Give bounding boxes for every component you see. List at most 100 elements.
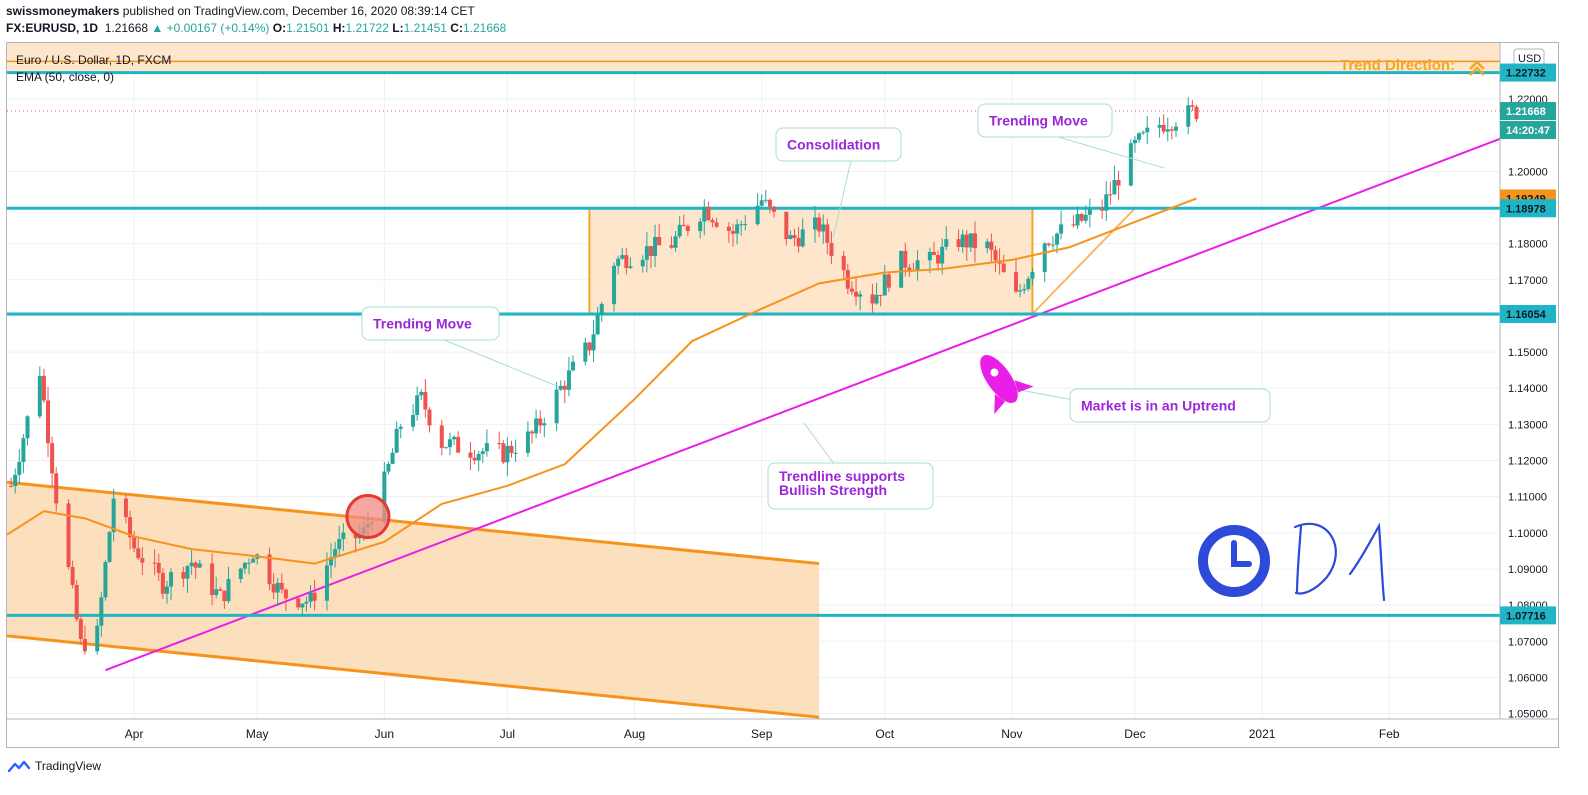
candle [1075,206,1080,230]
candle-body [1104,194,1109,211]
candle-body [140,558,145,563]
candle-body [698,221,703,232]
candle-body [419,391,424,396]
annotation-trending-move-1-text: Trending Move [373,316,472,332]
annotation-trending-move-1-box [361,306,500,341]
clock-ring [1198,525,1270,597]
ema-line [7,197,1197,565]
candle-body [480,451,485,454]
candle-body [825,224,830,243]
candle-body [156,562,161,573]
candle-body [927,251,932,261]
candle [136,537,141,561]
candle [595,306,600,336]
price-axis[interactable]: 1.050001.060001.070001.080001.090001.100… [1499,43,1558,747]
candle-body [993,250,998,261]
candle [730,223,735,247]
candle [1165,117,1170,142]
price-tag-label: 14:20:47 [1506,125,1550,137]
candle-body [1173,126,1178,131]
candle-body [792,235,797,239]
candle-body [591,334,596,351]
candle [800,218,805,248]
candle [648,246,653,269]
candle [13,468,18,494]
candle-body [152,562,157,564]
y-tick-label: 1.05000 [1508,709,1548,721]
candle-body [21,438,26,462]
candle [1030,268,1035,286]
candle [874,282,879,305]
candle [337,525,342,557]
annotation-uptrend: Market is in an Uptrend [1014,388,1271,423]
candle-body [1186,105,1191,127]
candle [657,223,662,246]
published-text: published on TradingView.com, December 1… [119,4,475,18]
candle [821,214,826,244]
candle-body [702,206,707,222]
x-tick-label: 2021 [1249,727,1276,741]
candle [681,214,686,227]
candle [1169,126,1174,140]
trend-direction-label: Trend Direction: [1340,57,1455,74]
handwritten-d1 [1293,522,1386,602]
candle [796,226,801,253]
candle-body [735,224,740,234]
candle-body [972,233,977,249]
author-name[interactable]: swissmoneymakers [6,4,120,18]
candle-body [854,291,859,297]
candle [993,245,998,273]
candle-body [624,255,629,268]
candle [505,437,510,477]
candle [571,355,576,372]
candle [132,530,137,553]
annotation-uptrend-box [1069,388,1271,423]
candle [394,421,399,454]
candle-body [1194,106,1199,120]
candle-body [739,224,744,226]
candle [739,220,744,236]
candle [1104,181,1109,222]
candle [931,241,936,256]
chart-frame[interactable]: Trending Move Consolidation Trending Move M… [6,42,1559,748]
candlestick-series [9,97,1199,655]
price-tag-label: 1.07716 [1506,610,1546,622]
price-chart[interactable]: Trending Move Consolidation Trending Move M… [7,43,1558,747]
price-tag-countdown: 14:20:47 [1500,121,1556,140]
candle [882,264,887,296]
publish-info: swissmoneymakers published on TradingVie… [6,4,475,18]
candle-body [1145,127,1150,133]
candle-body [669,245,674,248]
price-tag-bg [1500,63,1556,82]
price-tag-bg [1500,606,1556,625]
candle [899,250,904,288]
x-tick-label: Sep [751,727,773,741]
symbol-label[interactable]: FX:EURUSD, 1D [6,21,99,35]
candle-body [796,238,801,247]
candle-body [1190,105,1195,107]
time-axis[interactable]: Apr May Jun Jul Aug Sep Oct Nov Dec 2021 Feb [7,718,1558,741]
candle [1186,97,1191,135]
candle-body [956,239,961,248]
candle-body [275,582,280,593]
candle [542,417,547,438]
high-label: H: [332,21,346,35]
candle-body [530,431,535,434]
candle-body [82,638,87,652]
candle [82,625,87,655]
candle-body [874,294,879,304]
candle [1026,276,1031,292]
candle [1059,210,1064,240]
candle-body [497,443,502,445]
candle-body [1030,272,1035,279]
candle [972,221,977,263]
footer-brand[interactable]: TradingView [35,759,102,773]
footer: TradingView [8,759,101,773]
low-value: 1.21451 [403,21,447,35]
candle [558,380,563,391]
candle [1108,181,1113,205]
candle [538,410,543,434]
candle-body [447,439,452,448]
candle-body [587,342,592,351]
